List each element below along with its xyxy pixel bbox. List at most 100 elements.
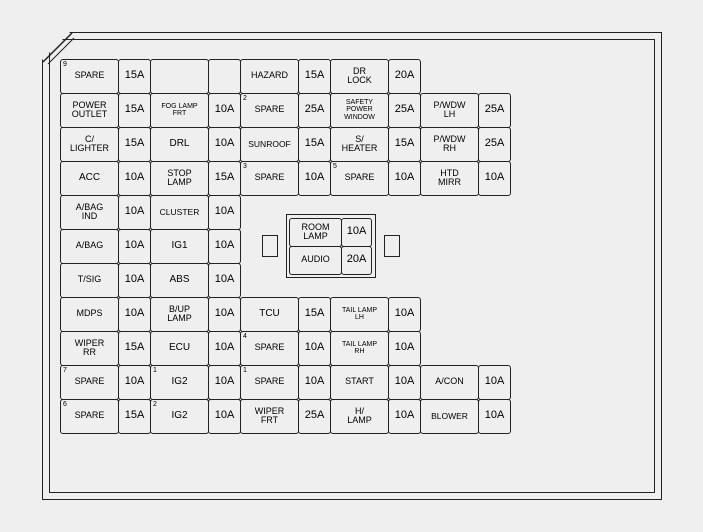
fuse-grid: 9SPARE15AHAZARD15ADRLOCK20APOWEROUTLET15… [61, 59, 643, 433]
fuse-amp: 10A [118, 263, 151, 298]
fuse-label: ECU [150, 331, 209, 366]
amp-text: 10A [125, 376, 145, 388]
label-text: T/SIG [78, 275, 102, 284]
amp-text: 25A [395, 104, 415, 116]
superscript: 6 [63, 401, 67, 408]
label-text: IG1 [171, 241, 187, 252]
fuse-label: 6SPARE [60, 399, 119, 434]
fuse-amp: 15A [298, 59, 331, 94]
fuse-amp: 10A [118, 161, 151, 196]
inset-label: AUDIO [289, 246, 342, 275]
fuse-amp: 15A [118, 399, 151, 434]
fuse-amp: 10A [478, 365, 511, 400]
fuse-label: P/WDWRH [420, 127, 479, 162]
fuse-label: H/LAMP [330, 399, 389, 434]
amp-text: 15A [305, 138, 325, 150]
label-text: CLUSTER [160, 208, 200, 217]
amp-text: 10A [485, 376, 505, 388]
label-text: MDPS [76, 309, 102, 318]
superscript: 1 [243, 367, 247, 374]
fuse-amp: 10A [208, 331, 241, 366]
label-text: B/UPLAMP [167, 305, 192, 324]
fuse-label: A/CON [420, 365, 479, 400]
label-text: SUNROOF [248, 140, 291, 149]
amp-text: 10A [305, 376, 325, 388]
amp-text: 10A [215, 342, 235, 354]
label-text: HAZARD [251, 71, 288, 80]
label-text: ABS [169, 275, 189, 286]
fuse-amp: 10A [118, 297, 151, 332]
fuse-amp: 25A [298, 399, 331, 434]
fuse-amp: 15A [298, 127, 331, 162]
fuse-label: HTDMIRR [420, 161, 479, 196]
fuse-amp: 20A [388, 59, 421, 94]
fuse-amp: 15A [298, 297, 331, 332]
fuse-label: 1 SPARE [240, 365, 299, 400]
label-text: SPARE [345, 173, 375, 182]
fuse-amp: 15A [208, 161, 241, 196]
amp-text: 10A [215, 206, 235, 218]
fuse-amp: 10A [388, 399, 421, 434]
center-inset: ROOMLAMP10AAUDIO20A [241, 195, 421, 297]
fuse-label: A/BAGIND [60, 195, 119, 230]
label-text: ECU [169, 343, 190, 354]
fuse-amp: 25A [298, 93, 331, 128]
fuse-label: WIPERRR [60, 331, 119, 366]
inset-amp: 10A [341, 218, 372, 247]
inset-amp: 20A [341, 246, 372, 275]
label-text: IG2 [171, 377, 187, 388]
fuse-label: 3SPARE [240, 161, 299, 196]
label-text: TAIL LAMPLH [342, 307, 377, 322]
label-text: SPARE [75, 377, 105, 386]
label-text: DRL [169, 139, 189, 150]
amp-text: 10A [215, 104, 235, 116]
amp-text: 10A [125, 206, 145, 218]
fuse-amp: 25A [478, 127, 511, 162]
amp-text: 15A [125, 70, 145, 82]
fuse-label: 1IG2 [150, 365, 209, 400]
amp-text: 15A [305, 70, 325, 82]
label-text: IG2 [171, 411, 187, 422]
fuse-label: ABS [150, 263, 209, 298]
label-text: H/LAMP [347, 407, 372, 426]
amp-text: 20A [395, 70, 415, 82]
label-text: BLOWER [431, 412, 468, 421]
amp-text: 10A [125, 172, 145, 184]
blank-fuse-slot [208, 59, 241, 94]
inset-grid: ROOMLAMP10AAUDIO20A [286, 214, 376, 278]
fuse-amp: 10A [208, 399, 241, 434]
fuse-amp: 15A [118, 127, 151, 162]
label-text: WIPERFRT [255, 407, 285, 426]
amp-text: 10A [215, 274, 235, 286]
connector-box-left [262, 235, 278, 257]
fuse-amp: 10A [478, 161, 511, 196]
superscript: 7 [63, 367, 67, 374]
amp-text: 25A [485, 138, 505, 150]
fuse-label: S/HEATER [330, 127, 389, 162]
amp-text: 10A [215, 138, 235, 150]
amp-text: 10A [485, 172, 505, 184]
label-text: A/BAG [76, 241, 104, 250]
fuse-label: 7 SPARE [60, 365, 119, 400]
fuse-label: STOPLAMP [150, 161, 209, 196]
label-text: SPARE [255, 377, 285, 386]
label-text: SAFETYPOWER WINDOW [331, 99, 388, 121]
fuse-label: FOG LAMPFRT [150, 93, 209, 128]
label-text: P/WDWLH [434, 101, 466, 120]
fuse-amp: 10A [478, 399, 511, 434]
fuse-amp: 25A [478, 93, 511, 128]
fuse-label: TCU [240, 297, 299, 332]
label-text: C/LIGHTER [70, 135, 109, 154]
fuse-amp: 10A [388, 297, 421, 332]
blank-fuse-slot [150, 59, 209, 94]
fuse-amp: 15A [118, 93, 151, 128]
superscript: 9 [63, 61, 67, 68]
fuse-amp: 10A [208, 263, 241, 298]
fuse-label: WIPERFRT [240, 399, 299, 434]
fuse-label: C/LIGHTER [60, 127, 119, 162]
fuse-amp: 10A [298, 331, 331, 366]
connector-box-right [384, 235, 400, 257]
fuse-label: BLOWER [420, 399, 479, 434]
label-text: TAIL LAMPRH [342, 341, 377, 356]
fuse-label: MDPS [60, 297, 119, 332]
